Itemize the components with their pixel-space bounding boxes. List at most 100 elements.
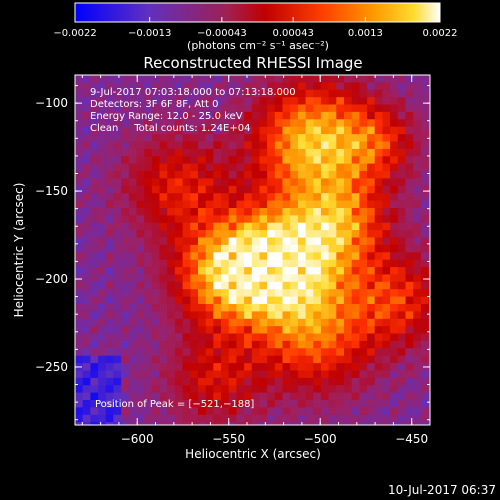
heatmap-cell [190, 171, 199, 179]
heatmap-cell [244, 75, 253, 83]
heatmap-cell [136, 126, 145, 135]
heatmap-cell [151, 304, 161, 312]
heatmap-cell [228, 385, 237, 394]
heatmap-cell [359, 430, 367, 438]
heatmap-cell [90, 355, 99, 364]
heatmap-cell [113, 385, 122, 394]
heatmap-cell [374, 119, 383, 128]
heatmap-cell [121, 340, 130, 349]
heatmap-cell [320, 422, 330, 425]
heatmap-cell [413, 75, 422, 83]
heatmap-cell [98, 422, 107, 425]
heatmap-cell [367, 111, 376, 120]
heatmap-cell [244, 392, 253, 401]
heatmap-cell [336, 134, 345, 143]
heatmap-cell [259, 244, 268, 253]
heatmap-cell [351, 355, 360, 364]
heatmap-cell [236, 311, 245, 320]
heatmap-cell [190, 363, 199, 372]
heatmap-cell [305, 377, 314, 386]
heatmap-cell [359, 75, 368, 83]
heatmap-cell [267, 326, 276, 335]
heatmap-cell [390, 267, 399, 276]
heatmap-cell [174, 97, 184, 106]
heatmap-cell [98, 363, 107, 372]
heatmap-cell [159, 111, 168, 120]
heatmap-cell [267, 156, 276, 165]
heatmap-cell [428, 333, 430, 342]
heatmap-cell [182, 267, 191, 276]
heatmap-cell [420, 97, 430, 106]
heatmap-cell [359, 82, 368, 91]
heatmap-cell [136, 222, 145, 231]
heatmap-cell [351, 348, 360, 357]
heatmap-cell [98, 289, 107, 298]
heatmap-cell [190, 296, 199, 305]
heatmap-cell [251, 134, 261, 143]
heatmap-cell [128, 333, 138, 342]
heatmap-cell [320, 259, 330, 268]
heatmap-cell [198, 289, 207, 298]
heatmap-cell [213, 252, 222, 261]
heatmap-cell [128, 259, 138, 268]
heatmap-cell [436, 400, 444, 408]
heatmap-cell [413, 407, 422, 416]
heatmap-cell [413, 326, 422, 335]
heatmap-cell [159, 377, 168, 386]
heatmap-cell [105, 281, 114, 290]
heatmap-cell [428, 237, 430, 246]
heatmap-cell [382, 119, 391, 128]
heatmap-cell [305, 363, 314, 372]
heatmap-cell [359, 222, 368, 231]
heatmap-cell [397, 89, 407, 98]
heatmap-cell [382, 333, 391, 342]
heatmap-cell [190, 304, 199, 312]
heatmap-cell [274, 289, 284, 298]
heatmap-cell [205, 296, 214, 305]
heatmap-cell [136, 89, 145, 98]
heatmap-cell [244, 156, 253, 165]
heatmap-cell [320, 148, 330, 157]
heatmap-cell [313, 200, 322, 209]
heatmap-cell [144, 82, 153, 91]
heatmap-cell [436, 260, 444, 268]
heatmap-cell [344, 377, 353, 386]
heatmap-cell [113, 200, 122, 209]
heatmap-cell [290, 385, 299, 394]
heatmap-cell [151, 75, 161, 83]
heatmap-cell [136, 304, 145, 312]
heatmap-cell [428, 163, 430, 172]
heatmap-cell [244, 185, 253, 194]
heatmap-cell [397, 126, 407, 135]
heatmap-cell [151, 333, 161, 342]
heatmap-cell [344, 141, 353, 150]
heatmap-cell [105, 178, 114, 187]
heatmap-cell [367, 200, 376, 209]
heatmap-cell [205, 267, 214, 276]
heatmap-cell [244, 230, 253, 239]
heatmap-cell [282, 222, 291, 231]
heatmap-cell [374, 318, 383, 327]
heatmap-cell [259, 414, 268, 423]
heatmap-cell [105, 119, 114, 128]
heatmap-cell [136, 296, 145, 305]
heatmap-cell [405, 193, 414, 202]
heatmap-cell [351, 215, 360, 224]
heatmap-cell [428, 289, 430, 298]
heatmap-cell [297, 281, 307, 290]
heatmap-cell [221, 296, 230, 305]
chart-title: Reconstructed RHESSI Image [143, 54, 362, 72]
heatmap-cell [113, 281, 122, 290]
heatmap-cell [113, 422, 122, 425]
heatmap-cell [182, 274, 191, 283]
heatmap-cell [205, 355, 214, 364]
heatmap-cell [397, 208, 407, 216]
heatmap-cell [382, 430, 390, 438]
heatmap-cell [205, 385, 214, 394]
heatmap-cell [320, 178, 330, 187]
heatmap-cell [213, 230, 222, 239]
heatmap-cell [328, 134, 337, 143]
heatmap-cell [128, 311, 138, 320]
heatmap-cell [75, 89, 84, 98]
heatmap-cell [359, 363, 368, 372]
